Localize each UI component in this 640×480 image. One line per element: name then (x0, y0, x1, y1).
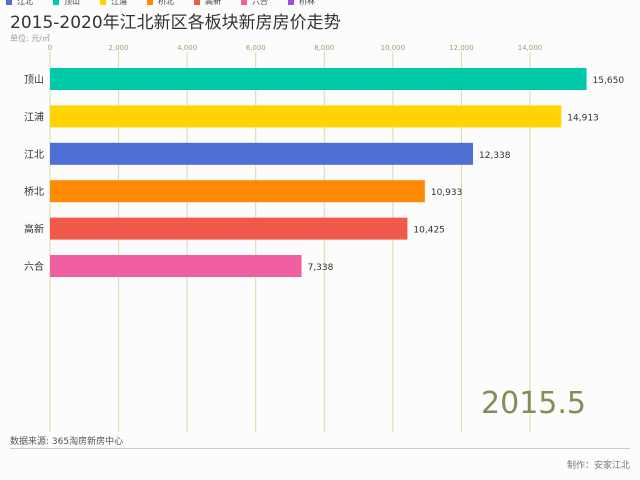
tick-label: 2,000 (109, 44, 129, 52)
legend-swatch (241, 0, 247, 5)
category-label: 江北 (24, 149, 44, 161)
period-label: 2015.5 (481, 386, 586, 421)
bar (50, 142, 474, 165)
legend-item[interactable]: 顶山 (53, 0, 100, 7)
legend-label: 江北 (17, 0, 33, 6)
page-title: 2015-2020年江北新区各板块新房房价走势 (10, 13, 341, 33)
tick-label: 12,000 (449, 44, 474, 52)
tick-label: 4,000 (177, 44, 197, 52)
category-label: 顶山 (24, 74, 44, 86)
bar (50, 255, 302, 277)
category-label: 高新 (24, 223, 44, 236)
bar (50, 217, 408, 240)
value-label: 10,933 (431, 188, 463, 198)
value-label: 10,425 (413, 226, 445, 236)
legend-label: 高新 (205, 0, 221, 6)
tick-label: 10,000 (381, 44, 406, 52)
legend-swatch (53, 0, 59, 5)
legend-item[interactable]: 六合 (241, 0, 288, 7)
value-label: 14,913 (567, 113, 599, 123)
value-label: 7,338 (308, 263, 334, 273)
legend-item[interactable]: 高新 (194, 0, 241, 7)
bar (50, 68, 587, 90)
credit-text: 制作：安家江北 (566, 461, 630, 471)
legend-item[interactable]: 江浦 (100, 0, 147, 7)
bar (50, 105, 562, 128)
legend-swatch (100, 0, 106, 5)
bar (50, 180, 425, 203)
legend-item[interactable]: 桥林 (288, 0, 335, 7)
tick-label: 0 (48, 44, 52, 52)
legend-item[interactable]: 桥北 (147, 0, 194, 7)
legend-label: 桥北 (158, 0, 174, 6)
legend-label: 江浦 (111, 0, 127, 6)
tick-label: 8,000 (314, 44, 334, 52)
legend-label: 六合 (252, 0, 268, 6)
source-text: 数据来源: 365淘房新房中心 (10, 437, 124, 447)
tick-label: 6,000 (246, 44, 266, 52)
value-label: 12,338 (479, 151, 511, 161)
legend-swatch (288, 0, 294, 5)
legend-label: 桥林 (299, 0, 315, 6)
category-label: 桥北 (24, 186, 44, 198)
category-label: 江浦 (24, 110, 44, 123)
value-label: 15,650 (593, 76, 625, 86)
legend-label: 顶山 (64, 0, 80, 6)
unit-label: 单位: 元/㎡ (10, 34, 50, 43)
legend-swatch (147, 0, 153, 5)
tick-label: 14,000 (518, 44, 543, 52)
legend: 江北 顶山 江浦 桥北 高新 六合 桥林 (6, 0, 335, 7)
legend-swatch (6, 0, 12, 5)
category-label: 六合 (24, 260, 44, 273)
legend-swatch (194, 0, 200, 5)
legend-item[interactable]: 江北 (6, 0, 53, 7)
divider (10, 448, 630, 449)
